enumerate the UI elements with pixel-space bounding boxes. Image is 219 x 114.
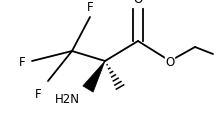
- Polygon shape: [83, 61, 105, 92]
- Text: O: O: [165, 55, 175, 68]
- Text: F: F: [35, 87, 42, 100]
- Text: F: F: [19, 55, 26, 68]
- Text: H2N: H2N: [55, 92, 80, 105]
- Text: F: F: [87, 1, 93, 14]
- Text: O: O: [133, 0, 143, 6]
